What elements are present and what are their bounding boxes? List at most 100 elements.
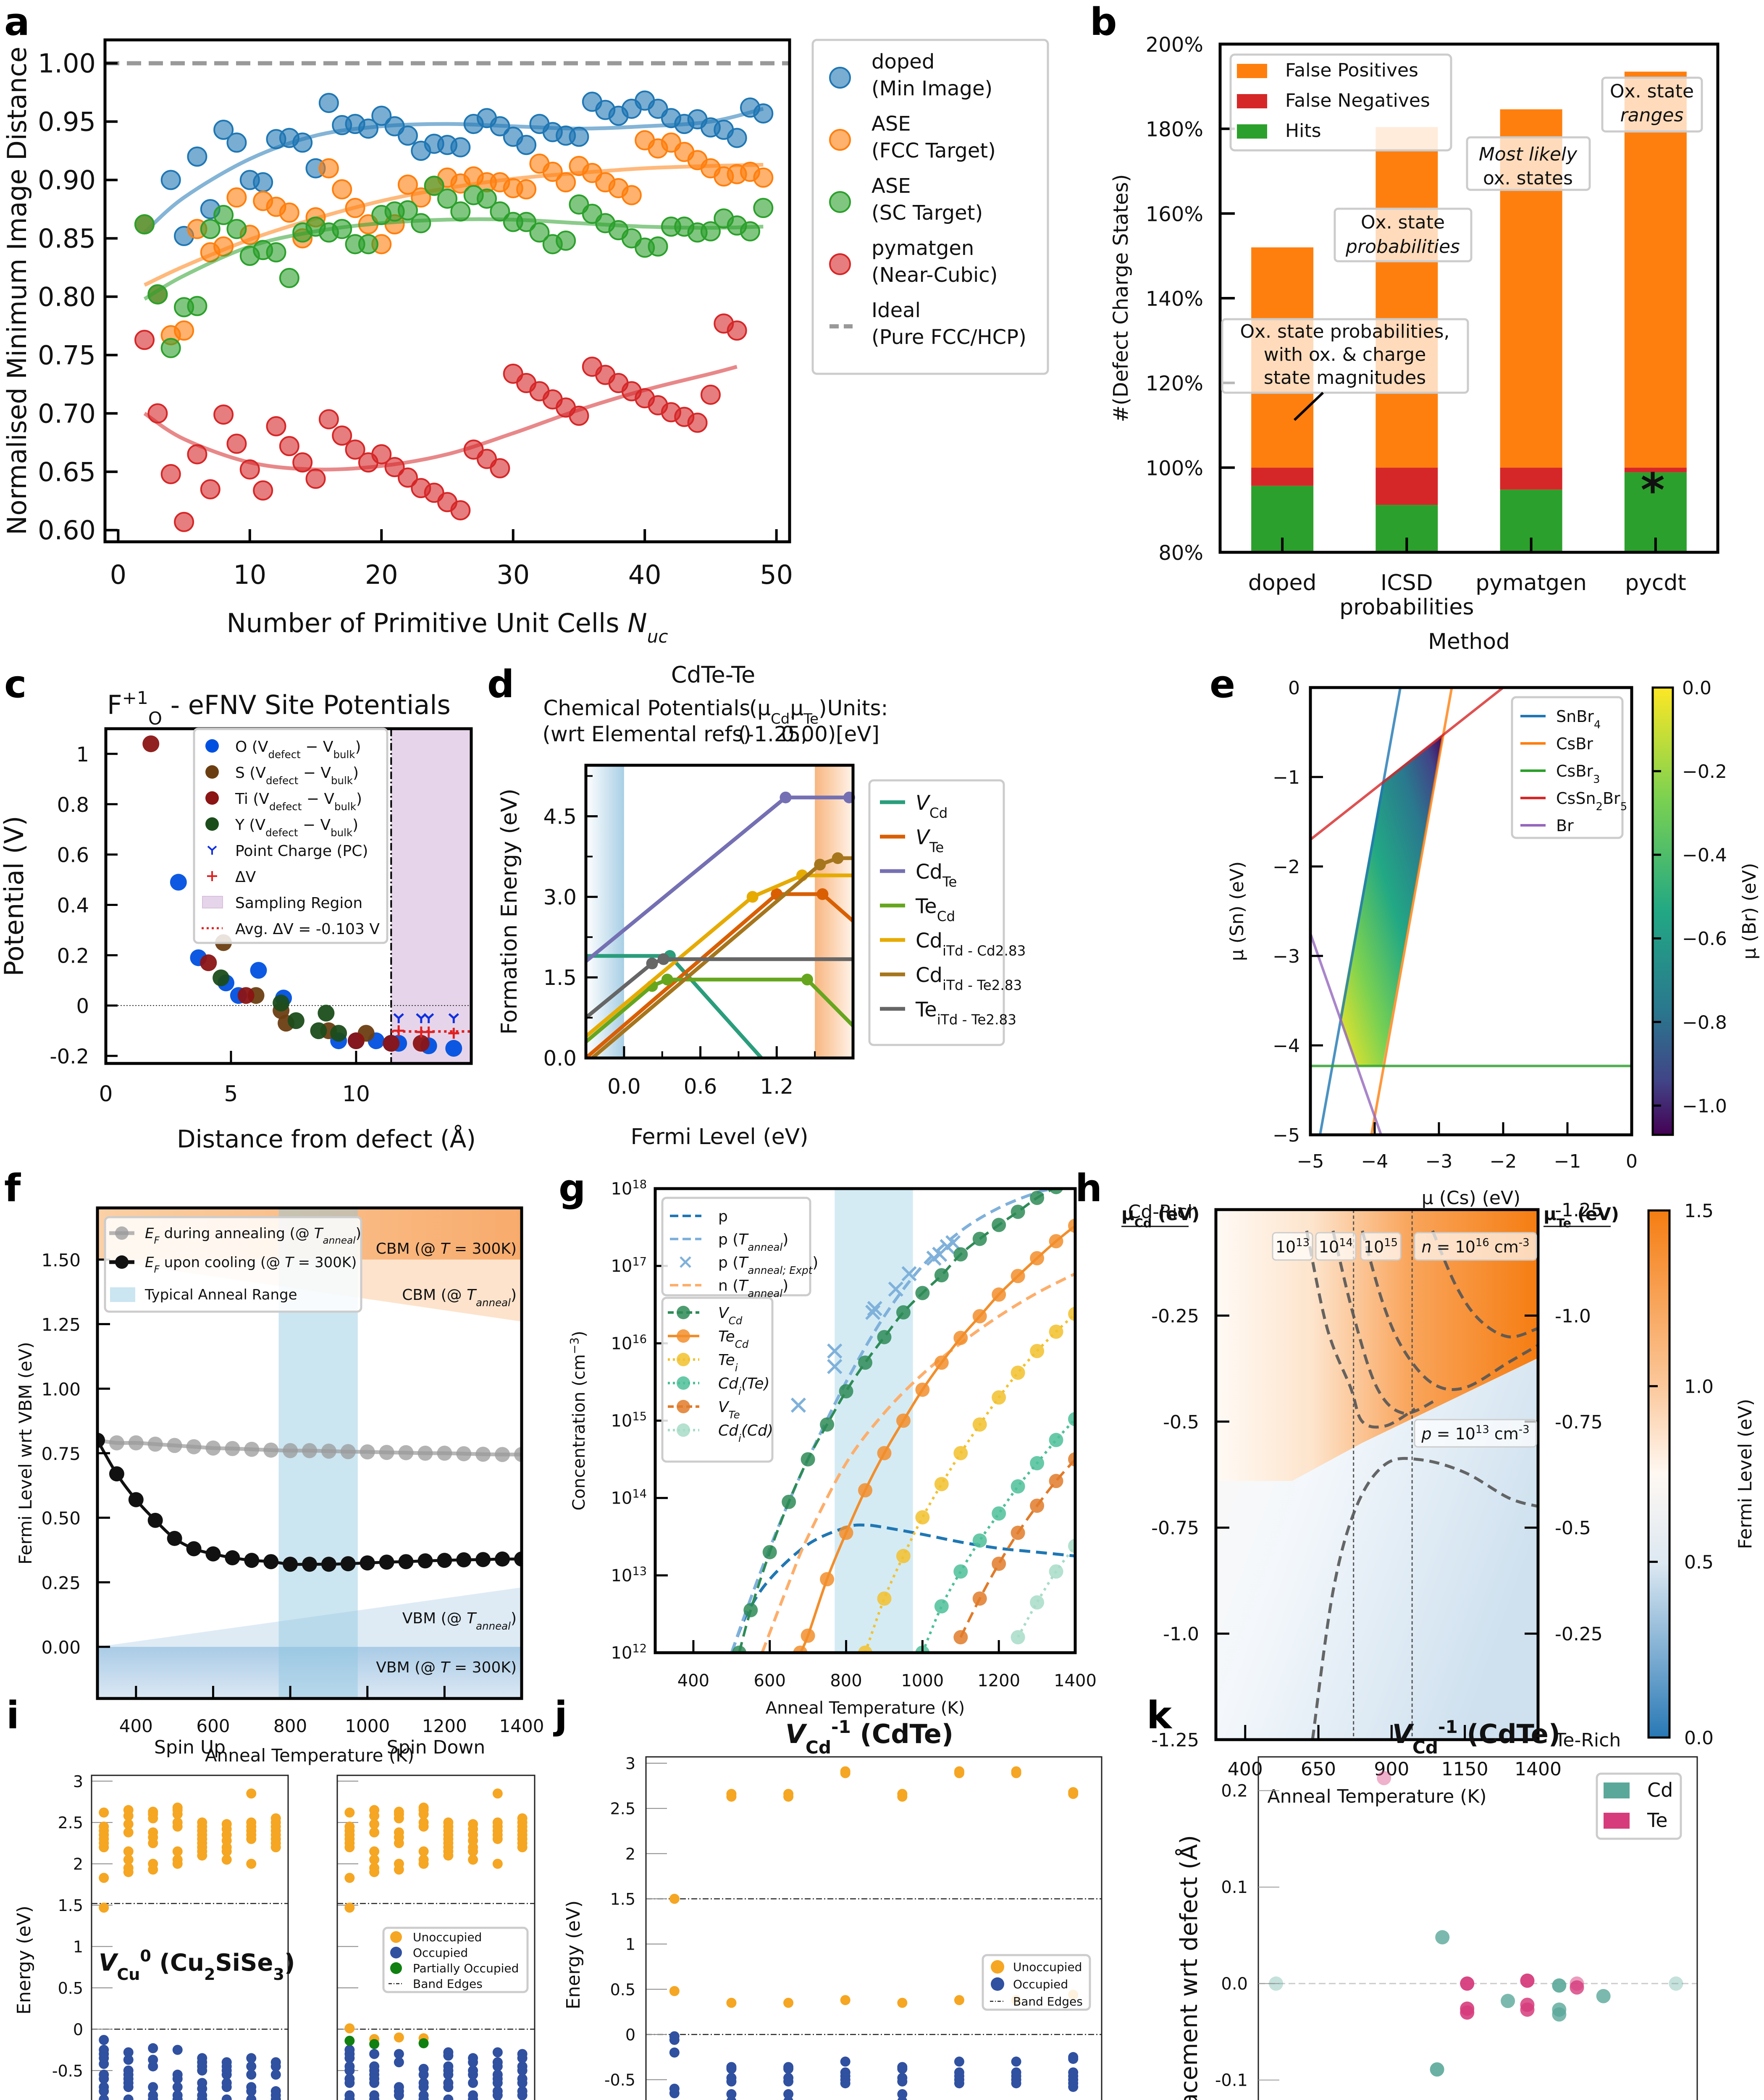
data-point — [569, 126, 589, 147]
data-point — [1011, 1365, 1025, 1380]
legend-swatch — [1237, 124, 1267, 139]
y-tick-label-part: 13 — [632, 1564, 647, 1578]
colorbar-label: μ (Br) (eV) — [1739, 863, 1760, 959]
expt-marker — [945, 1235, 961, 1251]
legend-label-part: SnBr — [1556, 707, 1594, 726]
legend-label: Partially Occupied — [413, 1961, 519, 1975]
data-point — [820, 1417, 835, 1432]
data-point — [263, 1442, 279, 1458]
y-tick-label: 1015 — [611, 1410, 647, 1431]
expt-marker — [827, 1359, 843, 1374]
data-point — [450, 201, 471, 222]
annotation-box — [1334, 207, 1473, 262]
occupied-state — [783, 2063, 794, 2074]
contour-label: p = 1013 cm-3 — [1421, 1423, 1529, 1443]
x-tick-label: −5 — [1297, 1151, 1324, 1172]
contour-label-box — [1315, 1232, 1357, 1261]
point-charge-marker — [423, 1013, 434, 1024]
legend-label-part: Br — [1556, 816, 1574, 835]
legend-label-part: n ( — [718, 1277, 738, 1294]
legend-label: CdiTd - Te2.83 — [916, 963, 1022, 993]
occupied-state — [897, 2089, 908, 2100]
y-axis-label-right-part: (eV) — [1571, 1204, 1619, 1224]
displacement-point — [1435, 1930, 1450, 1945]
data-point — [915, 1382, 930, 1397]
occupied-state — [221, 2094, 232, 2100]
occupied-state — [123, 2047, 134, 2058]
y-tick-label: 0.50 — [41, 1508, 81, 1529]
data-point — [782, 1494, 796, 1509]
occupied-state — [221, 2069, 232, 2080]
y-axis-label-right: μTe (eV) — [1544, 1204, 1619, 1230]
transition-point — [816, 888, 829, 900]
expt-marker — [888, 1281, 903, 1297]
chart-a: 0 10 20 30 40 50 0.60 0.65 0.70 0.75 0.80 0.85 0.90 0… — [2, 38, 1049, 647]
unoccupied-state — [369, 1819, 380, 1830]
occupied-state — [125, 2098, 132, 2100]
data-point — [450, 137, 471, 158]
legend-label-part: Cd — [916, 860, 942, 884]
unoccupied-state — [344, 1822, 355, 1832]
data-point — [514, 1447, 522, 1462]
unoccupied-state — [123, 1827, 134, 1838]
data-point — [762, 1545, 777, 1559]
legend-label-part: Te — [915, 895, 937, 918]
series-0 — [97, 1433, 522, 1462]
bar-false-positives — [1624, 71, 1687, 468]
band-label-part: T — [467, 1610, 477, 1627]
occupied-state — [726, 2096, 736, 2100]
y-tick-label: -0.2 — [50, 1045, 89, 1068]
annotation-box — [1221, 318, 1469, 394]
defect-annotation-part: ) — [284, 1949, 295, 1977]
series-cd — [1269, 1930, 1683, 2077]
displacement-point — [1570, 1980, 1584, 1995]
data-point — [877, 1446, 892, 1460]
data-point — [1049, 1474, 1063, 1488]
legend-label: Typical Anneal Range — [144, 1286, 297, 1303]
data-point — [477, 188, 497, 209]
data-point — [556, 231, 576, 251]
y-tick-label: 1.5 — [543, 966, 577, 990]
vbm-300k-band — [97, 1647, 522, 1698]
colorbar-tick-label: 0.5 — [1684, 1552, 1714, 1573]
data-point — [332, 425, 352, 446]
occupied-state — [172, 2045, 183, 2055]
series-7 — [915, 1412, 1075, 1653]
unoccupied-state — [1068, 1787, 1079, 1797]
data-point — [318, 93, 339, 113]
data-point — [1030, 1191, 1045, 1205]
data-point — [1049, 1564, 1063, 1579]
boundary-line-csbr — [1370, 688, 1453, 1135]
legend-label: CdiTd - Cd2.83 — [916, 929, 1026, 959]
legend-label: (FCC Target) — [872, 139, 996, 163]
y-tick-label-right: Te-Rich — [1554, 1730, 1621, 1751]
occupied-state — [270, 2061, 281, 2071]
legend-label-part: CsBr — [1556, 762, 1593, 780]
series-2 — [790, 1235, 961, 1413]
displacement-point — [1520, 1973, 1535, 1988]
unoccupied-state — [897, 1998, 908, 2008]
data-point — [732, 1646, 746, 1653]
unoccupied-state — [394, 1827, 404, 1838]
unoccupied-state — [344, 2023, 355, 2034]
data-point — [226, 433, 247, 454]
unoccupied-state — [123, 1854, 134, 1865]
y-tick-label: 100% — [1146, 457, 1203, 480]
y-tick-label: 1.00 — [38, 48, 96, 79]
contour-label-part: 13 — [1475, 1423, 1489, 1436]
unoccupied-state — [344, 1902, 355, 1913]
data-point — [142, 735, 160, 752]
x-tick-label: probabilities — [1339, 595, 1474, 620]
colorbar-tick-label: 1.5 — [1684, 1200, 1714, 1222]
legend-label-part: Te — [718, 1352, 735, 1369]
band-label-part: CBM (@ — [376, 1240, 441, 1257]
unoccupied-state — [726, 1789, 737, 1799]
contour-label: 1014 — [1319, 1236, 1353, 1256]
y-tick-label-part: 17 — [632, 1255, 647, 1268]
x-tick-label: 400 — [119, 1716, 153, 1736]
legend-marker — [115, 1226, 129, 1240]
data-point — [740, 221, 760, 242]
data-point — [1049, 1433, 1063, 1447]
data-point — [514, 1551, 522, 1567]
y-tick-label-right: -1.25 — [1555, 1200, 1603, 1221]
